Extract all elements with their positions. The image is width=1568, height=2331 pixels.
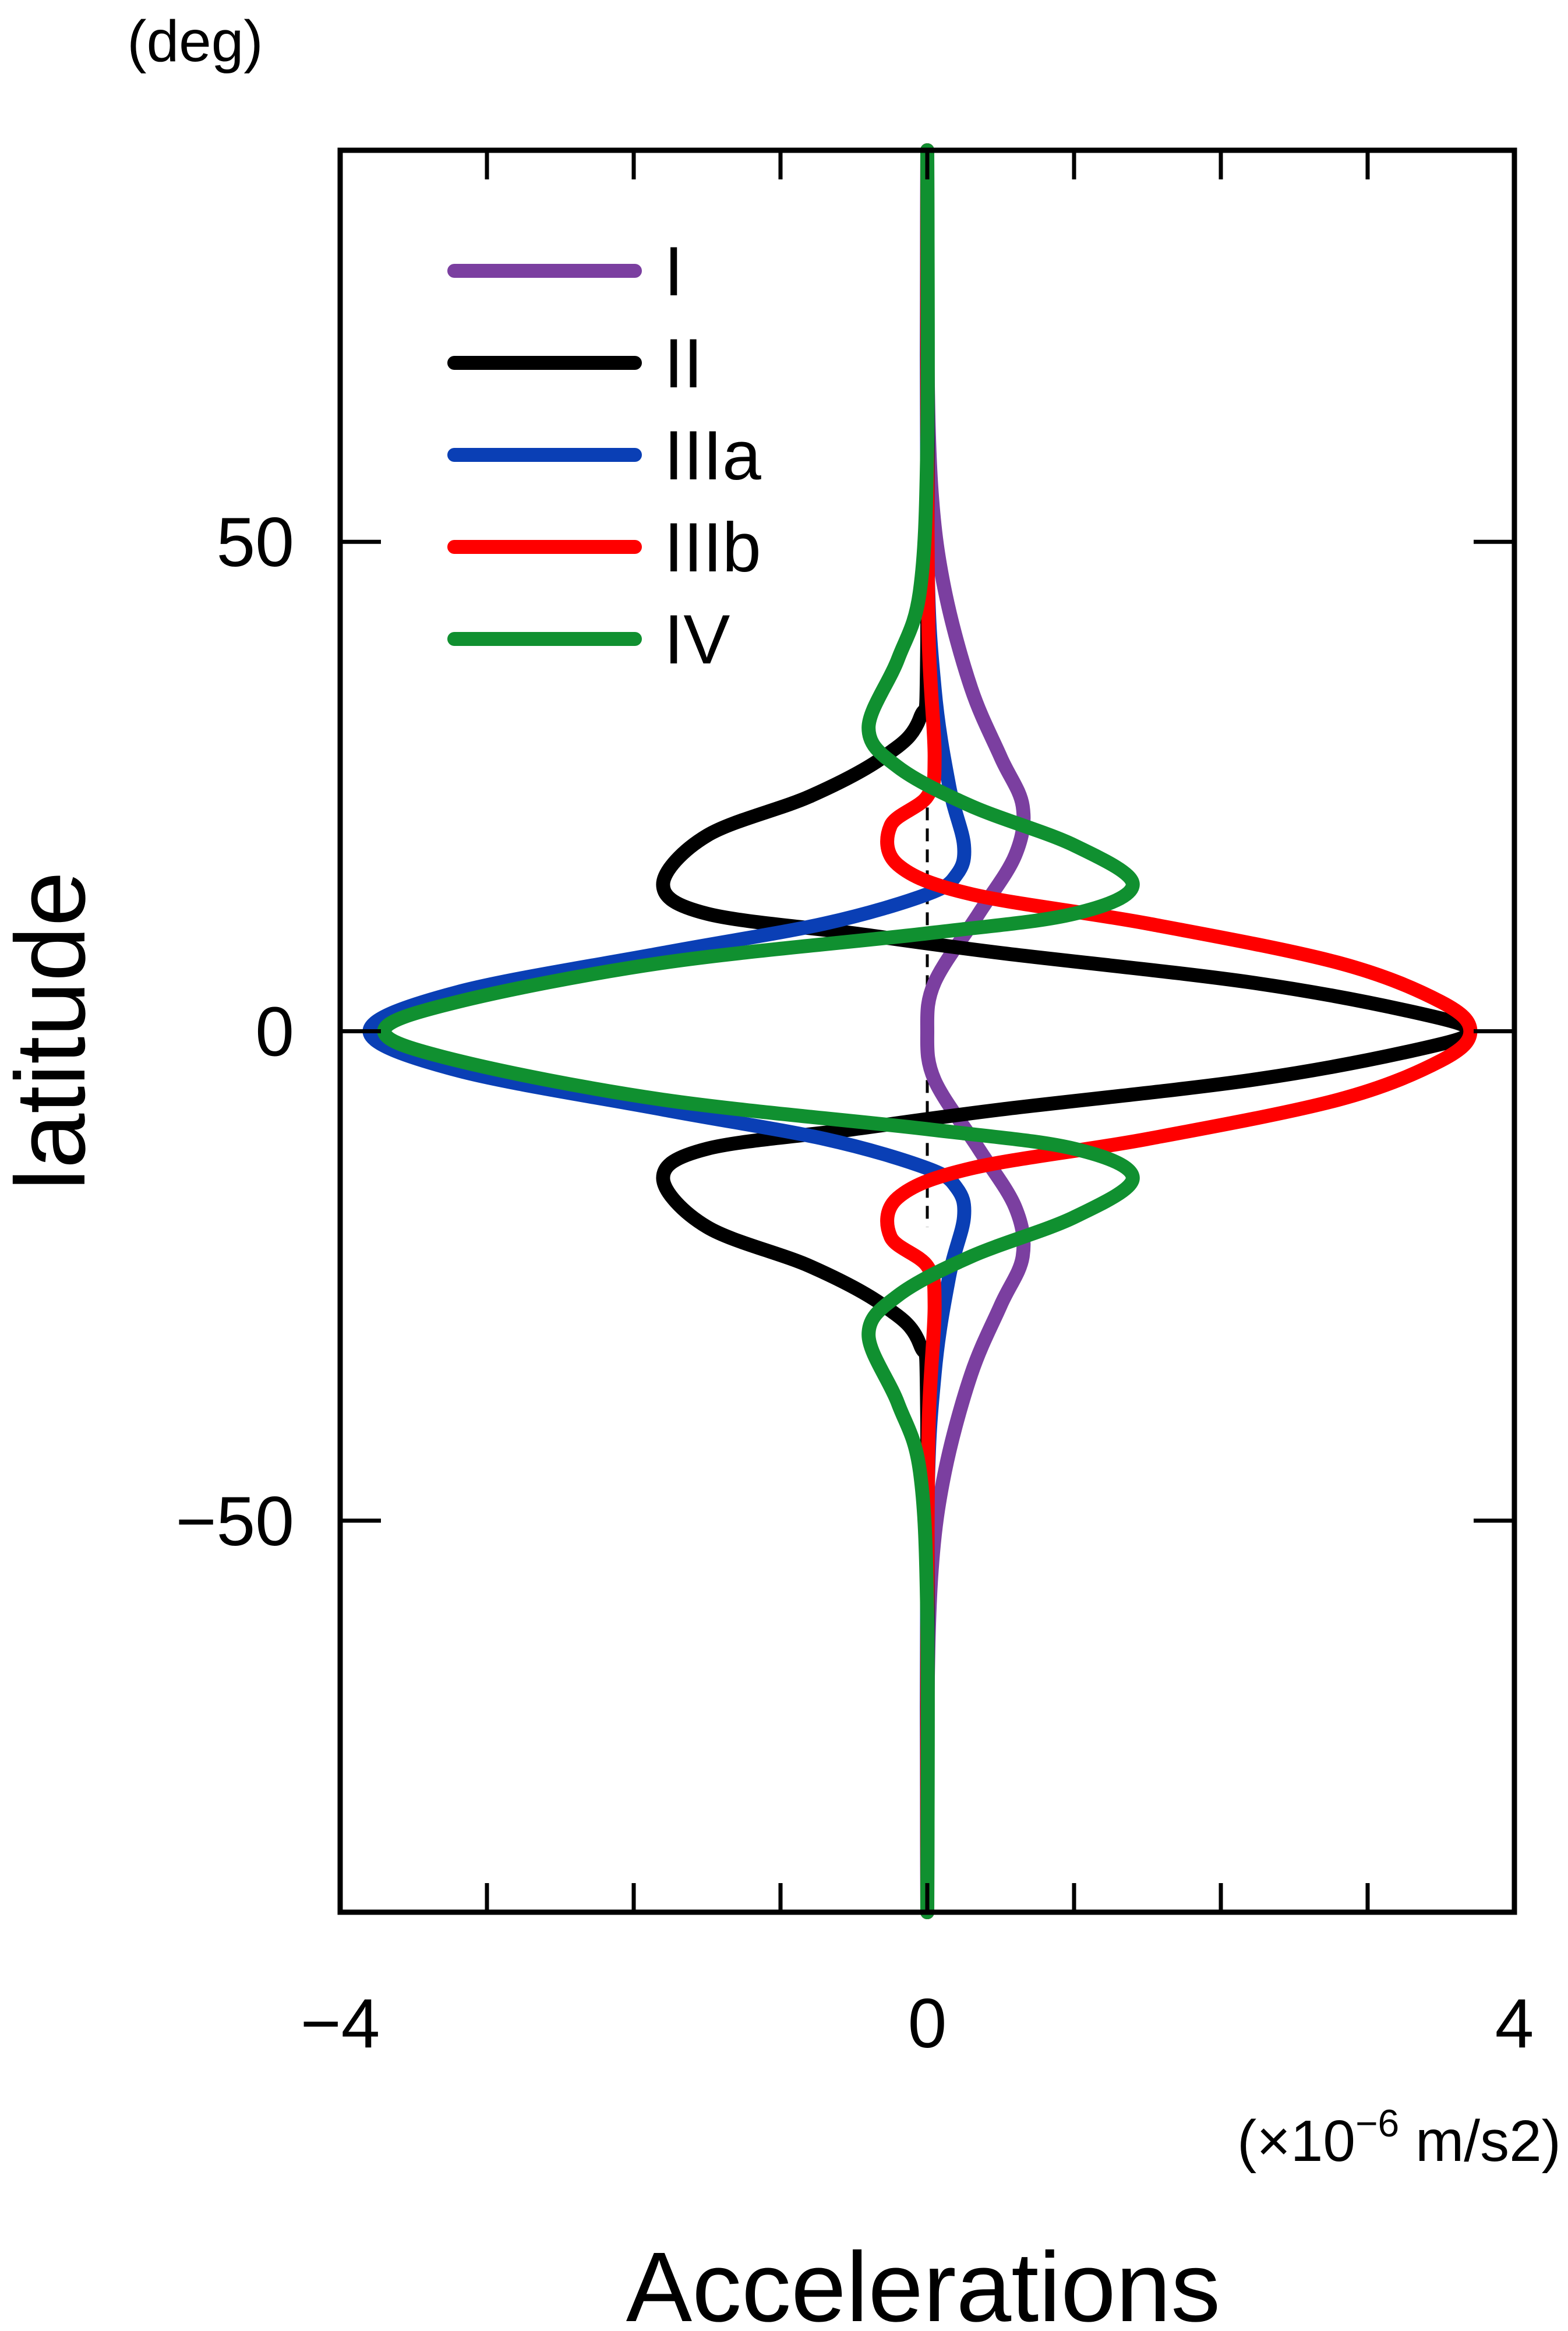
series-line-iv xyxy=(377,143,1140,1919)
legend-label-iiia: IIIa xyxy=(664,416,761,495)
series-line-iiib xyxy=(880,143,1478,1919)
legend-label-ii: II xyxy=(664,324,703,402)
x-axis-title: Accelerations xyxy=(626,2232,1221,2331)
legend-label-iv: IV xyxy=(664,601,730,679)
x-unit-suffix: m/s2) xyxy=(1399,2109,1561,2174)
x-unit-prefix: (×10 xyxy=(1237,2109,1355,2174)
axes: −4 0 4 50 0 −50 xyxy=(175,147,1534,2062)
y-tick-label: 50 xyxy=(217,503,294,581)
x-tick-label: −4 xyxy=(301,1984,380,2062)
x-unit-exponent: −6 xyxy=(1355,2102,1399,2145)
y-axis-unit: (deg) xyxy=(127,9,263,74)
series-line-i xyxy=(920,143,1031,1919)
y-tick-label: 0 xyxy=(255,993,294,1071)
y-tick-label: −50 xyxy=(175,1482,294,1560)
x-tick-label: 4 xyxy=(1495,1984,1534,2062)
legend-label-iiib: IIIb xyxy=(664,508,761,587)
x-axis-unit: (×10−6 m/s2) xyxy=(1237,2102,1561,2174)
series-line-iiia xyxy=(362,143,972,1919)
y-axis-title: latitude xyxy=(0,871,106,1191)
legend-label-i: I xyxy=(664,232,683,310)
x-tick-label: 0 xyxy=(908,1984,947,2062)
plot-area xyxy=(362,143,1478,1919)
series-line-ii xyxy=(656,143,1478,1919)
